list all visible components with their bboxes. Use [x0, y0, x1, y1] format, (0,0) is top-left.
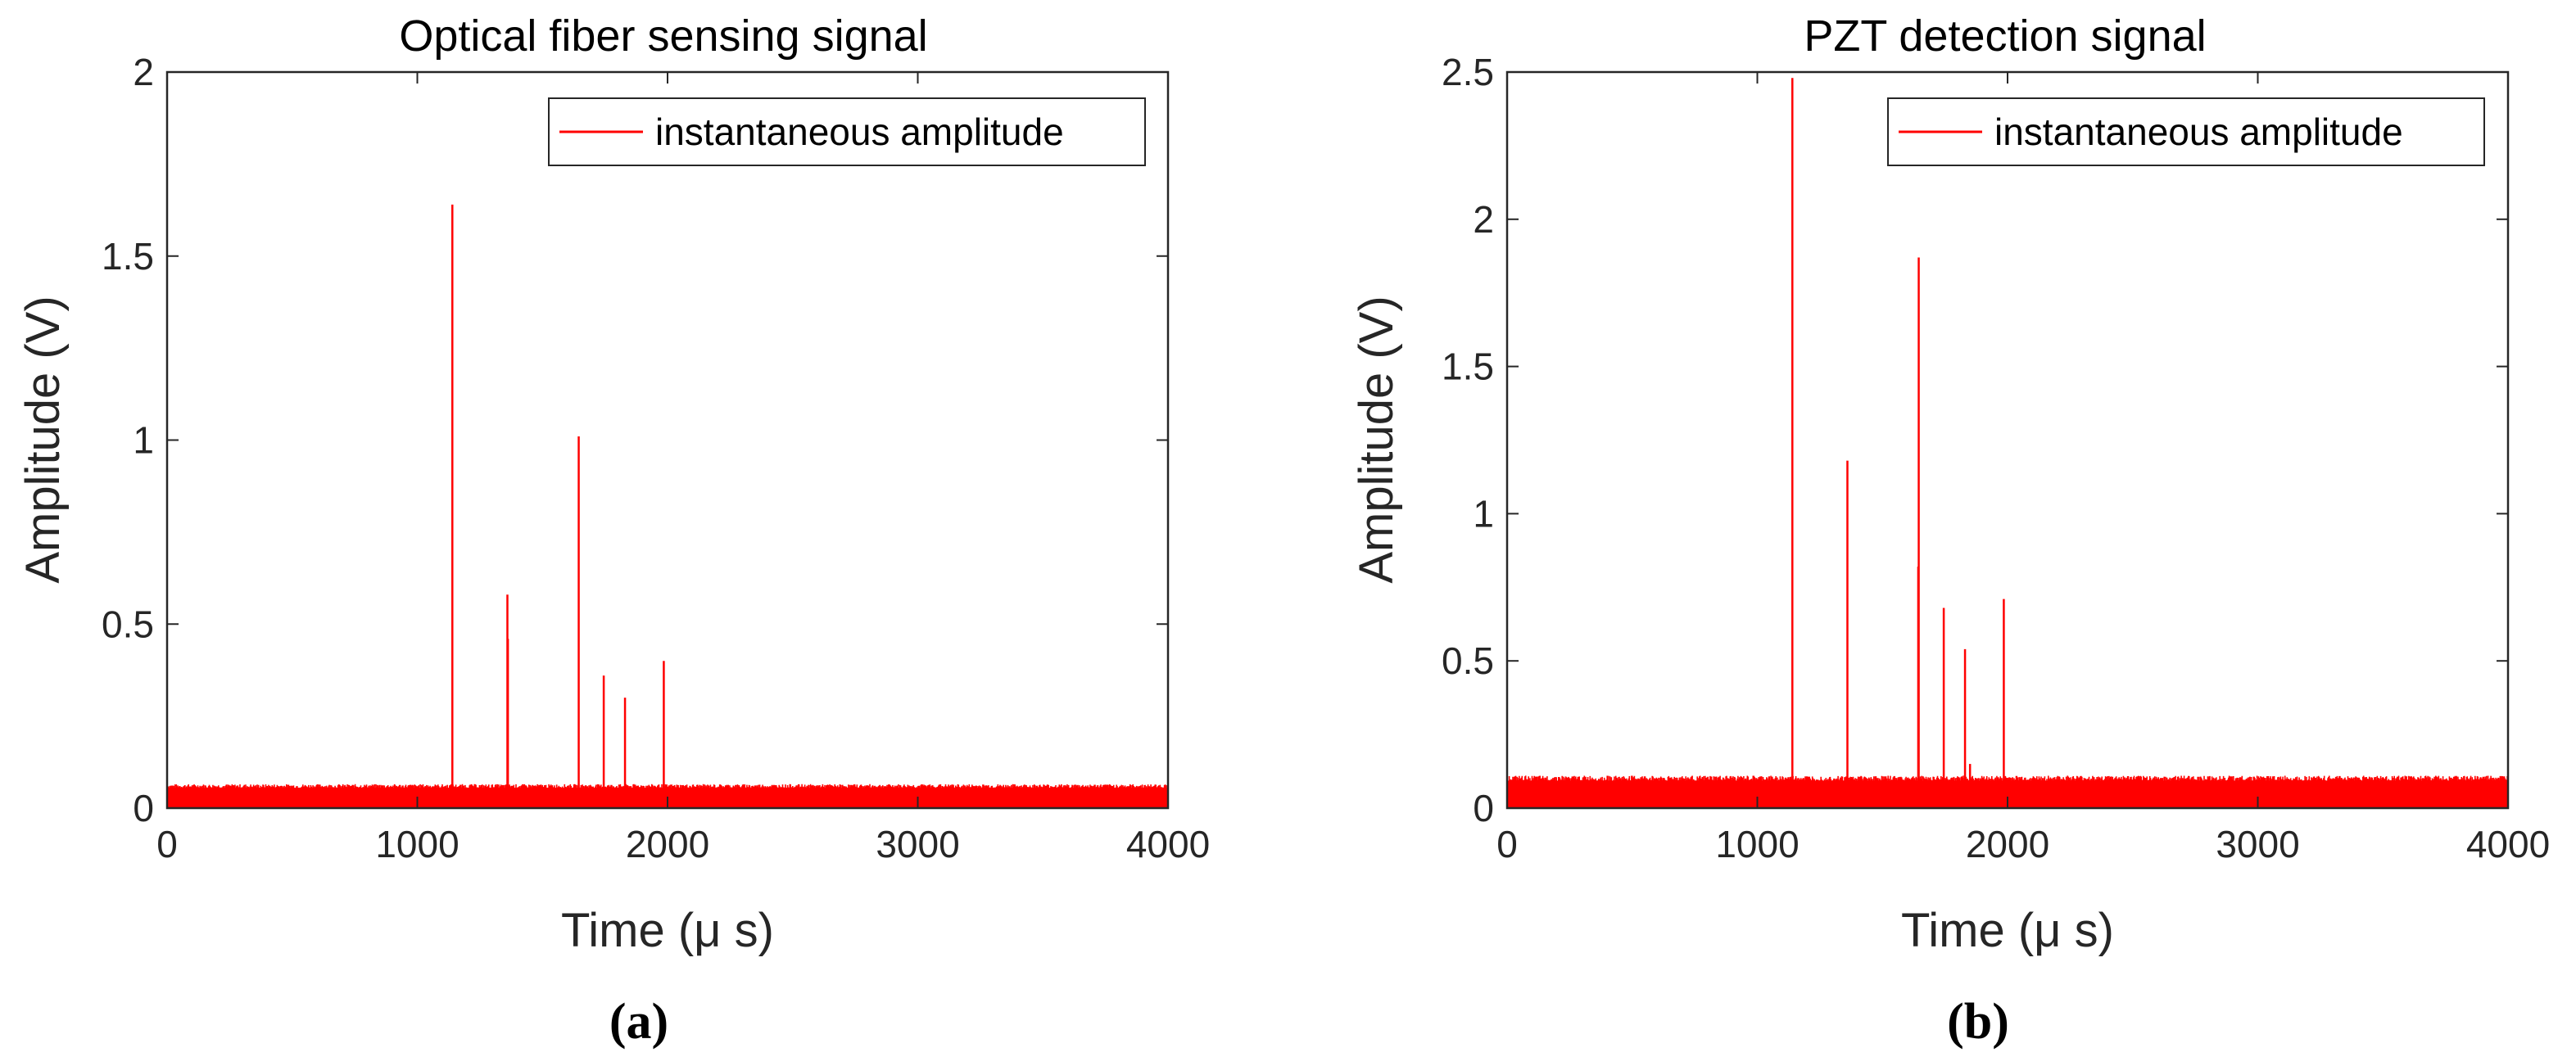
- legend-a: instantaneous amplitude: [548, 97, 1146, 166]
- y-tick-label-a-3: 1.5: [102, 235, 154, 278]
- y-tick-label-a-2: 1: [133, 419, 154, 462]
- x-tick-label-b-3: 3000: [2216, 823, 2299, 865]
- legend-label-b: instantaneous amplitude: [1994, 111, 2403, 153]
- legend-b: instantaneous amplitude: [1887, 97, 2485, 166]
- y-tick-label-b-4: 2: [1473, 198, 1494, 241]
- y-tick-label-a-0: 0: [133, 787, 154, 829]
- x-tick-label-b-2: 2000: [1966, 823, 2049, 865]
- x-tick-label-b-4: 4000: [2466, 823, 2550, 865]
- x-axis-label-a: Time (μ s): [561, 904, 774, 957]
- legend-box-a: [548, 97, 1146, 166]
- panel-label-a: (a): [609, 994, 668, 1050]
- x-tick-label-a-2: 2000: [626, 823, 709, 865]
- x-tick-label-a-3: 3000: [876, 823, 959, 865]
- chart-panel-a: Optical fiber sensing signal 0 1000 2000 30…: [16, 11, 1210, 1050]
- panel-label-b: (b): [1947, 994, 2009, 1050]
- chart-title-a: Optical fiber sensing signal: [399, 11, 927, 61]
- x-tick-label-a-0: 0: [156, 823, 178, 865]
- x-axis-label-b: Time (μ s): [1901, 904, 2114, 957]
- legend-label-a: instantaneous amplitude: [655, 111, 1064, 153]
- plot-area-a: [167, 72, 1168, 808]
- chart-panel-b: PZT detection signal 0 1000 2000 3000 400000…: [1350, 11, 2550, 1050]
- y-tick-label-b-3: 1.5: [1442, 346, 1494, 388]
- y-axis-label-b: Amplitude (V): [1350, 296, 1403, 583]
- y-tick-label-b-5: 2.5: [1442, 51, 1494, 93]
- plot-area-b: [1507, 72, 2508, 808]
- x-tick-label-a-1: 1000: [375, 823, 459, 865]
- axis-ticks-b: 0 1000 2000 3000 4000 0 0.5 1 1.5 2 2.5: [1442, 51, 2550, 865]
- y-axis-label-a: Amplitude (V): [16, 296, 70, 583]
- axis-ticks-a: 0 1000 2000 3000 4000 0 0.5 1 1.5 2: [102, 51, 1210, 865]
- legend-box-b: [1887, 97, 2485, 166]
- y-tick-label-b-0: 0: [1473, 787, 1494, 829]
- x-tick-label-a-4: 4000: [1126, 823, 1210, 865]
- chart-title-b: PZT detection signal: [1804, 11, 2206, 61]
- x-tick-label-b-0: 0: [1496, 823, 1518, 865]
- y-tick-label-a-1: 0.5: [102, 603, 154, 645]
- y-tick-label-b-1: 0.5: [1442, 639, 1494, 682]
- x-tick-label-b-1: 1000: [1715, 823, 1799, 865]
- y-tick-label-b-2: 1: [1473, 492, 1494, 535]
- y-tick-label-a-4: 2: [133, 51, 154, 93]
